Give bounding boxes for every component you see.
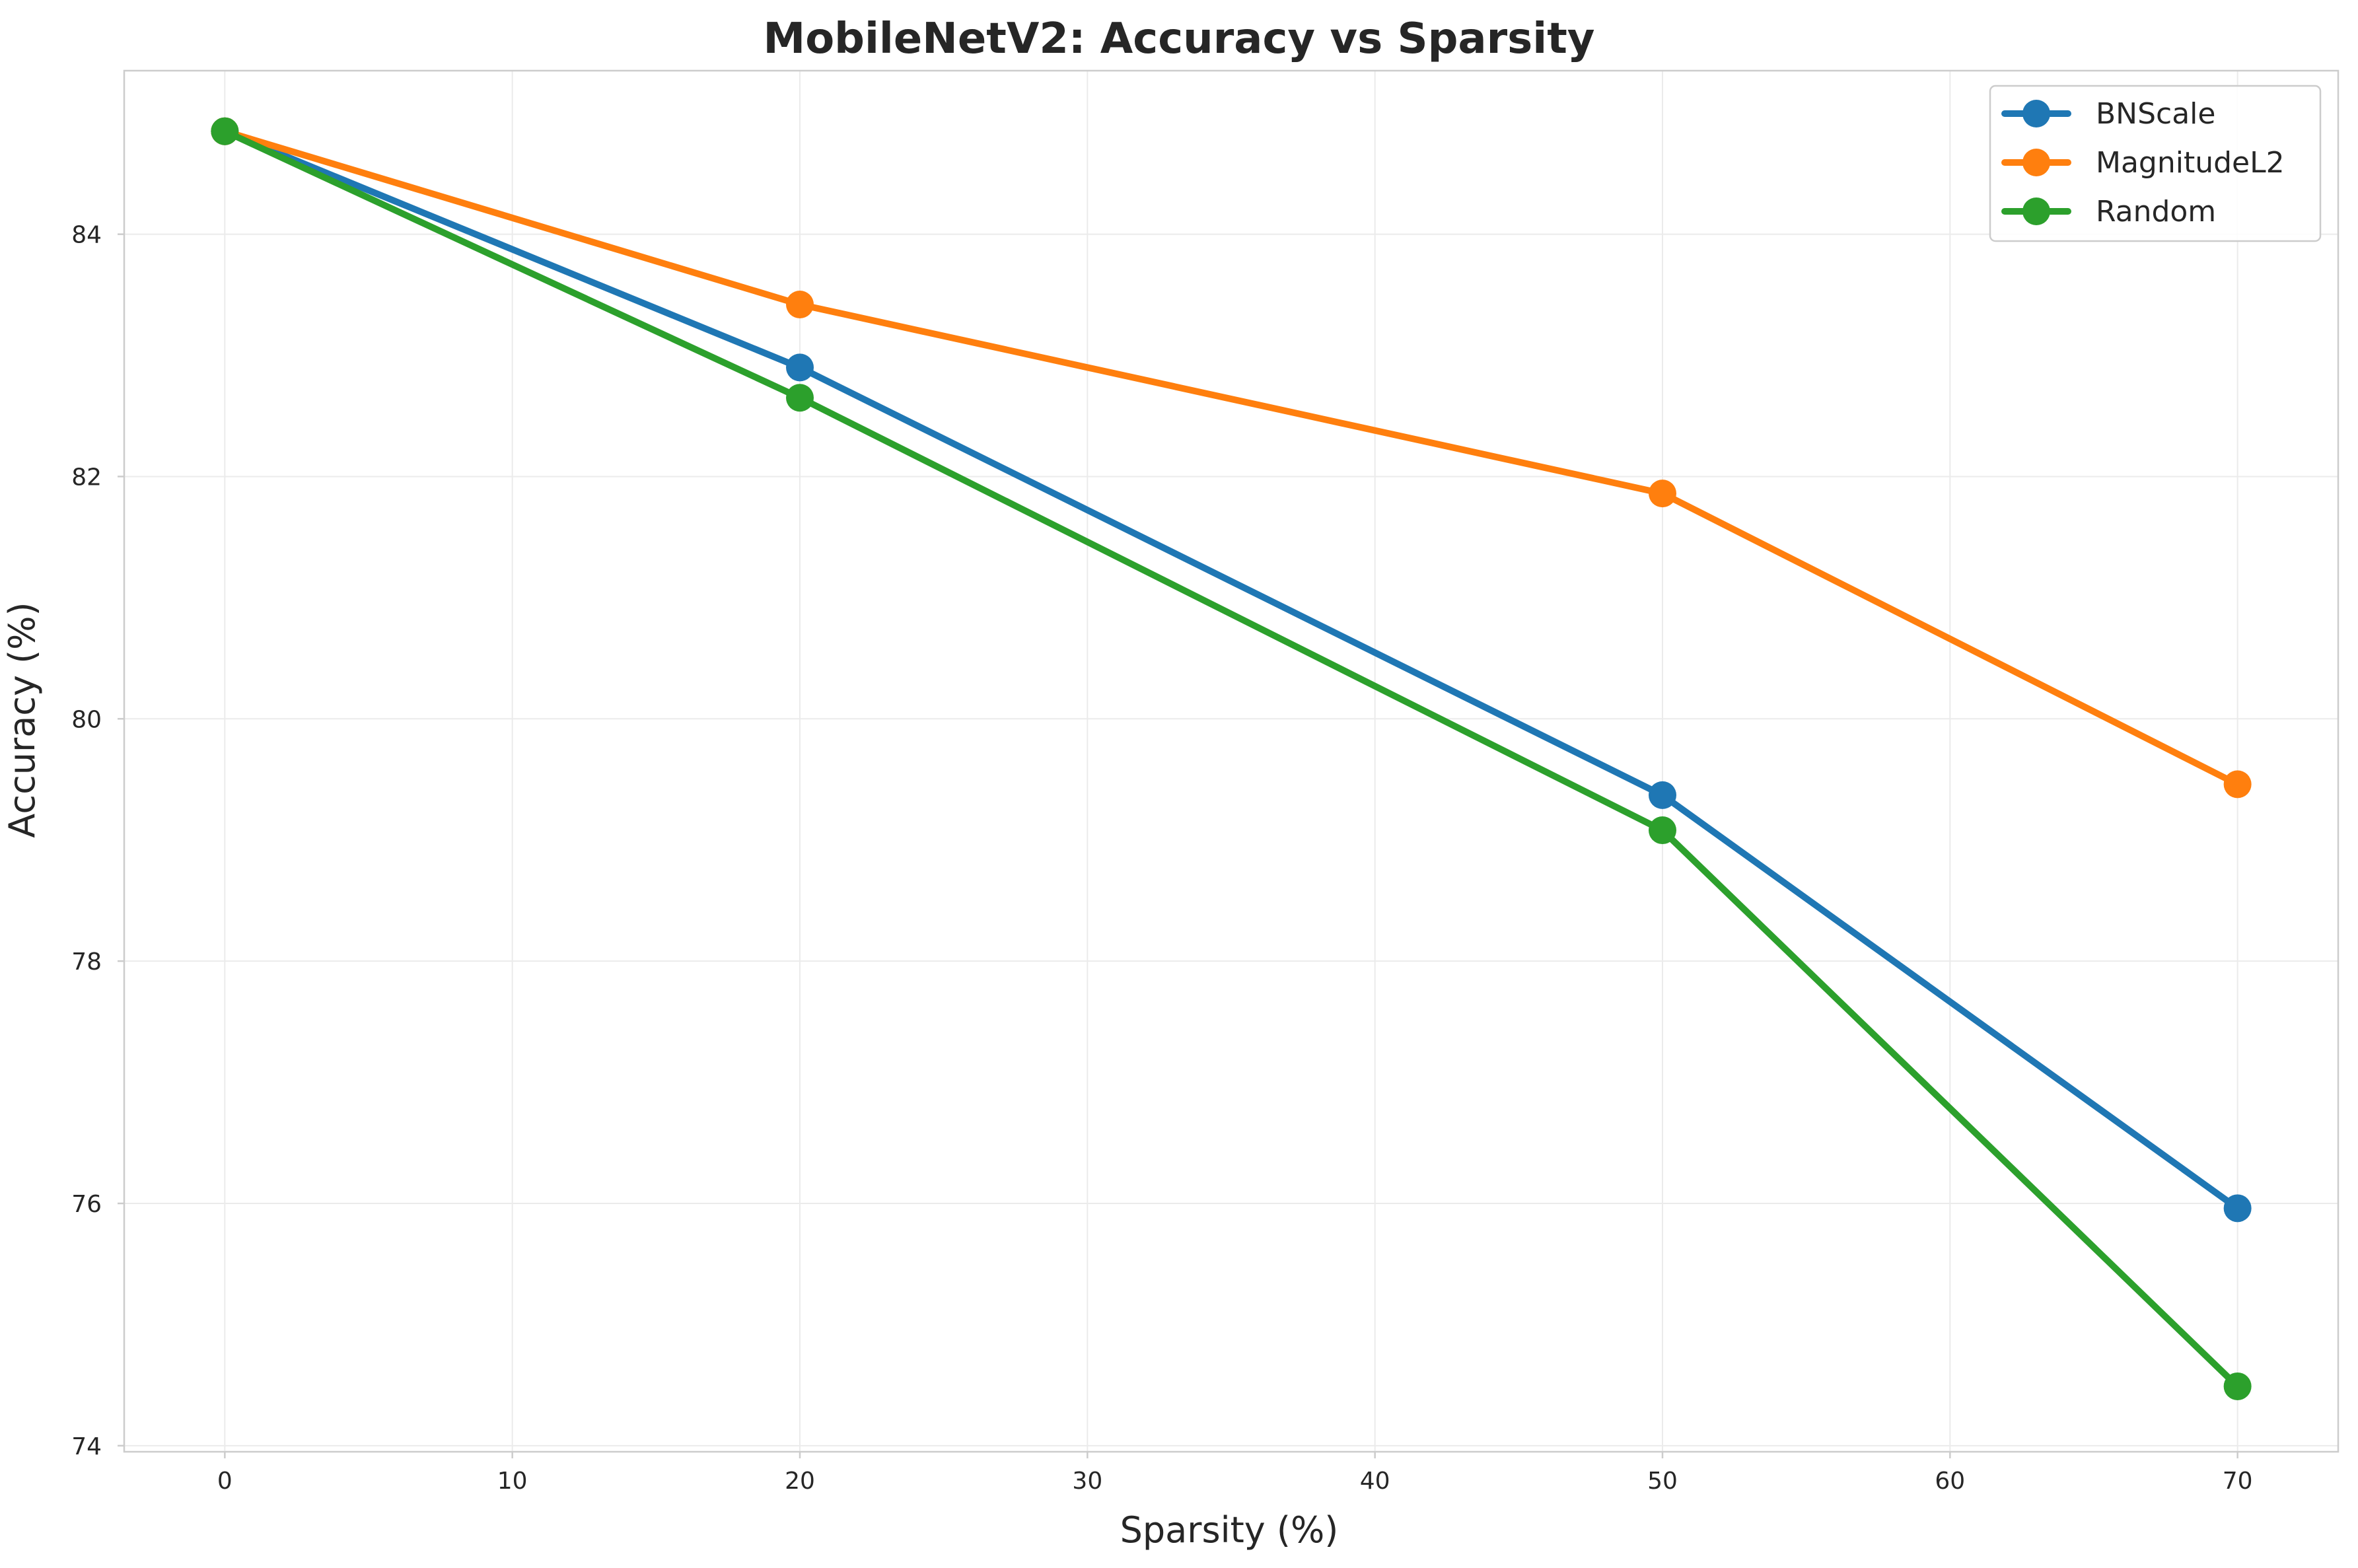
- legend-label-magnitudel2: MagnitudeL2: [2096, 146, 2285, 180]
- y-tick-label: 74: [71, 1433, 102, 1460]
- legend: BNScale MagnitudeL2 Random: [1989, 85, 2322, 242]
- series-line-random: [221, 127, 2241, 1390]
- data-point-magnitudel2: [2223, 770, 2252, 799]
- legend-marker-bnscale: [2022, 100, 2050, 127]
- data-point-bnscale: [2223, 1194, 2252, 1223]
- legend-label-random: Random: [2096, 195, 2216, 229]
- x-tick-label: 40: [1360, 1468, 1390, 1495]
- legend-marker-magnitudel2: [2022, 149, 2050, 176]
- data-point-random: [211, 117, 239, 145]
- data-point-random: [1648, 816, 1676, 845]
- legend-label-bnscale: BNScale: [2096, 97, 2215, 131]
- y-tick-label: 76: [71, 1191, 102, 1218]
- legend-marker-random: [2022, 197, 2050, 225]
- y-tick-label: 82: [71, 464, 102, 491]
- series-line-magnitudel2: [221, 127, 2241, 788]
- data-point-random: [786, 384, 814, 412]
- chart-title: MobileNetV2: Accuracy vs Sparsity: [764, 15, 1595, 63]
- y-axis-label: Accuracy (%): [1, 602, 43, 837]
- y-tick-label: 80: [71, 706, 102, 733]
- series-random: [211, 117, 2252, 1400]
- x-tick-label: 60: [1935, 1468, 1965, 1495]
- data-point-bnscale: [786, 353, 814, 382]
- series-lines: [211, 117, 2252, 1400]
- x-tick-label: 20: [785, 1468, 815, 1495]
- x-axis-label: Sparsity (%): [1120, 1509, 1339, 1551]
- x-tick-label: 30: [1072, 1468, 1102, 1495]
- x-tick-label: 70: [2223, 1468, 2253, 1495]
- plot-frame: [123, 69, 2340, 1453]
- axis-ticks: 0 10 20 30 40 50 60 70 74 76 78 80 82 84: [71, 222, 2252, 1495]
- x-tick-label: 10: [497, 1468, 528, 1495]
- data-point-magnitudel2: [786, 291, 814, 319]
- series-line-bnscale: [221, 127, 2241, 1212]
- y-tick-label: 84: [71, 222, 102, 249]
- data-point-magnitudel2: [1648, 480, 1676, 508]
- data-point-random: [2223, 1372, 2252, 1400]
- x-tick-label: 0: [217, 1468, 232, 1495]
- x-tick-label: 50: [1647, 1468, 1678, 1495]
- data-point-bnscale: [1648, 781, 1676, 809]
- y-tick-label: 78: [71, 948, 102, 976]
- legend-box: [1989, 85, 2322, 242]
